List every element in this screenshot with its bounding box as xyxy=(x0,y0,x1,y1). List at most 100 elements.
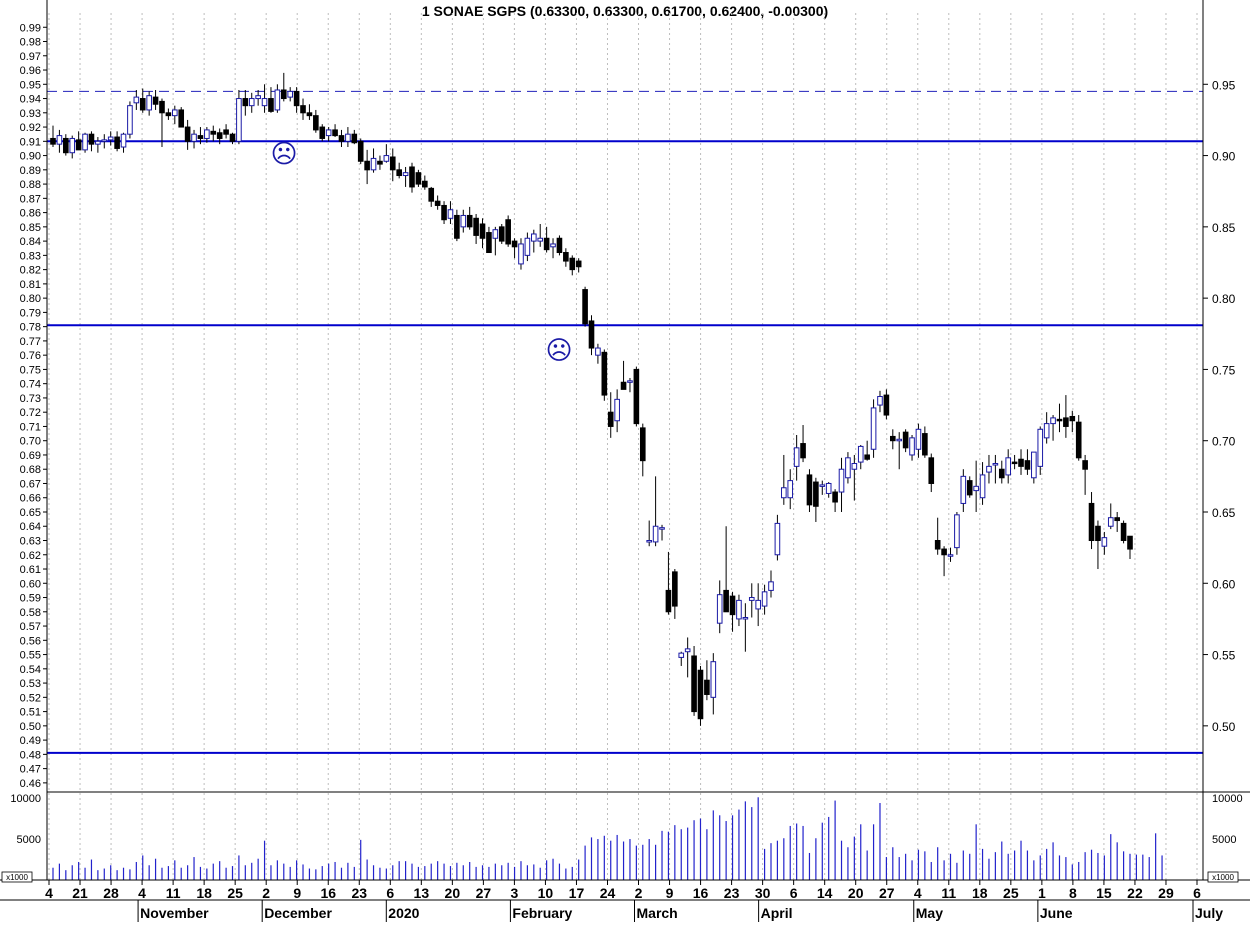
candle-body xyxy=(998,468,1005,479)
candle-body xyxy=(1107,517,1114,527)
candle xyxy=(107,131,114,146)
candle xyxy=(704,660,710,701)
candle xyxy=(793,435,800,481)
candle-body xyxy=(204,129,210,139)
candle xyxy=(306,104,313,120)
candle-body xyxy=(563,252,569,262)
candle-body xyxy=(607,411,614,427)
x-tick-label: 20 xyxy=(445,885,461,901)
candle-body xyxy=(223,129,229,135)
candle-body xyxy=(627,380,633,383)
candle xyxy=(415,169,422,187)
candle-body xyxy=(1114,517,1120,522)
candle xyxy=(159,98,165,148)
candle xyxy=(838,457,845,512)
y-tick-label-left: 0.59 xyxy=(20,593,41,605)
y-tick-label-right: 0.55 xyxy=(1212,649,1236,663)
x-tick-label: 3 xyxy=(511,885,519,901)
y-tick-label-left: 0.47 xyxy=(20,764,41,776)
candle-body xyxy=(120,133,127,148)
x-tick-label: 27 xyxy=(879,885,895,901)
candle xyxy=(1095,520,1101,570)
y-tick-label-left: 0.88 xyxy=(20,179,41,191)
candle-body xyxy=(601,351,608,396)
candle xyxy=(857,444,864,470)
candle-body xyxy=(370,157,377,171)
candle-body xyxy=(389,156,396,171)
candle-body xyxy=(838,468,845,493)
candle xyxy=(941,546,947,577)
candle-body xyxy=(364,160,370,171)
y-tick-label-left: 0.71 xyxy=(20,421,41,433)
candle xyxy=(781,454,787,505)
y-tick-label-left: 0.98 xyxy=(20,37,41,49)
candle xyxy=(101,134,108,149)
candle xyxy=(845,452,851,484)
candle xyxy=(486,226,492,254)
y-tick-label-left: 0.81 xyxy=(20,279,41,291)
y-tick-label-right: 0.75 xyxy=(1212,363,1236,377)
volume-unit-label: x1000 xyxy=(1212,873,1234,882)
candle xyxy=(652,476,659,547)
candle xyxy=(883,389,890,420)
x-tick-label: 6 xyxy=(386,885,394,901)
candle-body xyxy=(1031,451,1037,479)
y-tick-label-left: 0.89 xyxy=(20,165,41,177)
y-tick-label-left: 0.55 xyxy=(20,650,41,662)
chart-title: 1 SONAE SGPS (0.63300, 0.63300, 0.61700,… xyxy=(422,3,828,19)
candle xyxy=(575,258,582,273)
candle-body xyxy=(178,109,185,128)
candle-body xyxy=(1050,417,1056,425)
candle xyxy=(1101,531,1108,555)
candle xyxy=(409,162,415,193)
candle-body xyxy=(274,89,281,111)
x-tick-label: 17 xyxy=(569,885,585,901)
candle xyxy=(678,651,685,666)
candle xyxy=(755,583,761,627)
x-tick-label: 28 xyxy=(103,885,119,901)
candle xyxy=(825,482,832,498)
candle xyxy=(351,129,358,145)
candle xyxy=(242,89,249,116)
candle-body xyxy=(569,257,576,271)
candle-body xyxy=(434,200,441,206)
x-tick-label: 22 xyxy=(1127,885,1143,901)
candle xyxy=(1069,410,1076,433)
candle-body xyxy=(710,661,717,698)
candle-body xyxy=(165,112,172,117)
candle-body xyxy=(742,616,749,620)
candle xyxy=(934,517,941,555)
candle xyxy=(1120,520,1127,544)
candle-body xyxy=(530,233,537,242)
volume-unit-box xyxy=(1207,871,1239,883)
candle-body xyxy=(114,136,120,149)
candle xyxy=(184,119,191,150)
candle xyxy=(75,131,82,151)
candle xyxy=(639,423,646,477)
month-label: November xyxy=(140,905,209,921)
y-tick-label-left: 0.92 xyxy=(20,122,41,134)
candle-body xyxy=(768,581,774,591)
candle xyxy=(364,149,370,185)
candle xyxy=(422,175,428,190)
candle-body xyxy=(466,214,473,228)
candle-body xyxy=(63,137,69,154)
y-tick-label-left: 0.58 xyxy=(20,607,41,619)
candle xyxy=(813,477,819,522)
candle xyxy=(152,89,159,110)
candle xyxy=(1127,535,1133,560)
candle xyxy=(665,551,672,615)
candle-body xyxy=(293,90,300,107)
candle xyxy=(69,135,76,159)
x-tick-label: 6 xyxy=(790,885,798,901)
candle xyxy=(960,469,967,512)
month-label: February xyxy=(512,905,572,921)
y-tick-label-left: 0.50 xyxy=(20,721,41,733)
candle xyxy=(313,109,319,133)
candle-body xyxy=(934,540,941,550)
y-tick-label-left: 0.91 xyxy=(20,136,41,148)
candle-body xyxy=(383,155,390,162)
candle xyxy=(614,389,620,433)
candle-body xyxy=(992,463,999,466)
candle-body xyxy=(197,135,204,139)
